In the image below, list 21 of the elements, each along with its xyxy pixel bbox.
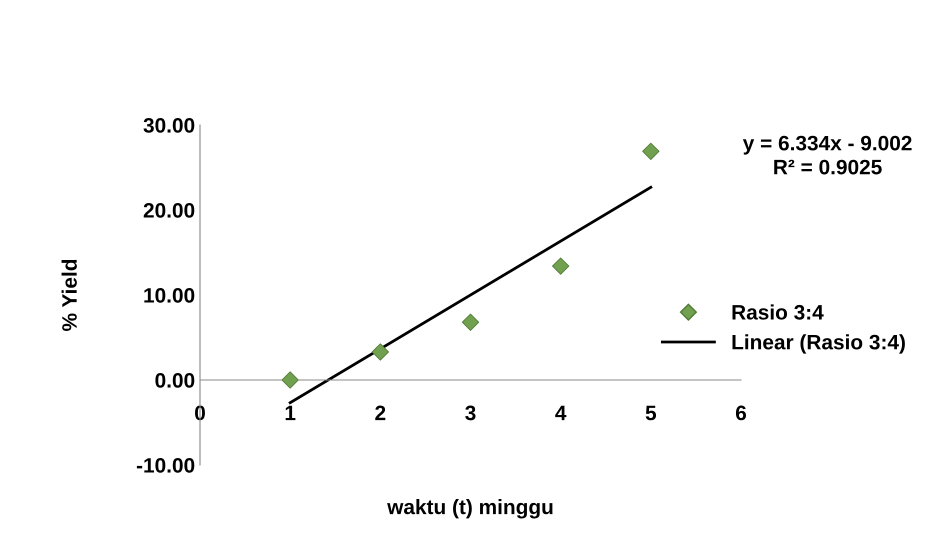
point — [642, 142, 660, 160]
x-tick-label: 6 — [736, 406, 746, 420]
y-tick-label: 30.00 — [143, 118, 194, 133]
legend-label: Rasio 3:4 — [732, 304, 824, 320]
x-tick-label: 4 — [555, 406, 566, 420]
x-tick-label: 1 — [286, 406, 296, 420]
y-tick-label: 0.00 — [155, 373, 194, 388]
y-tick-label: 20.00 — [144, 203, 194, 218]
y-tick-label: -10.00 — [136, 458, 194, 473]
x-tick-label: 3 — [465, 406, 476, 420]
y-axis-title: % Yield — [62, 260, 77, 331]
point — [282, 371, 299, 389]
legend-label: Linear (Rasio 3:4) — [732, 334, 905, 354]
x-tick-label: 5 — [646, 406, 656, 420]
x-axis-title: waktu (t) minggu — [387, 499, 552, 519]
x-tick-label: 2 — [375, 406, 386, 420]
y-tick-label: 10.00 — [144, 288, 194, 303]
text: y = 6.334x - 9.002 R² = 0.9025 — [742, 136, 912, 174]
point — [372, 343, 389, 361]
point — [462, 314, 480, 331]
point — [552, 257, 570, 275]
